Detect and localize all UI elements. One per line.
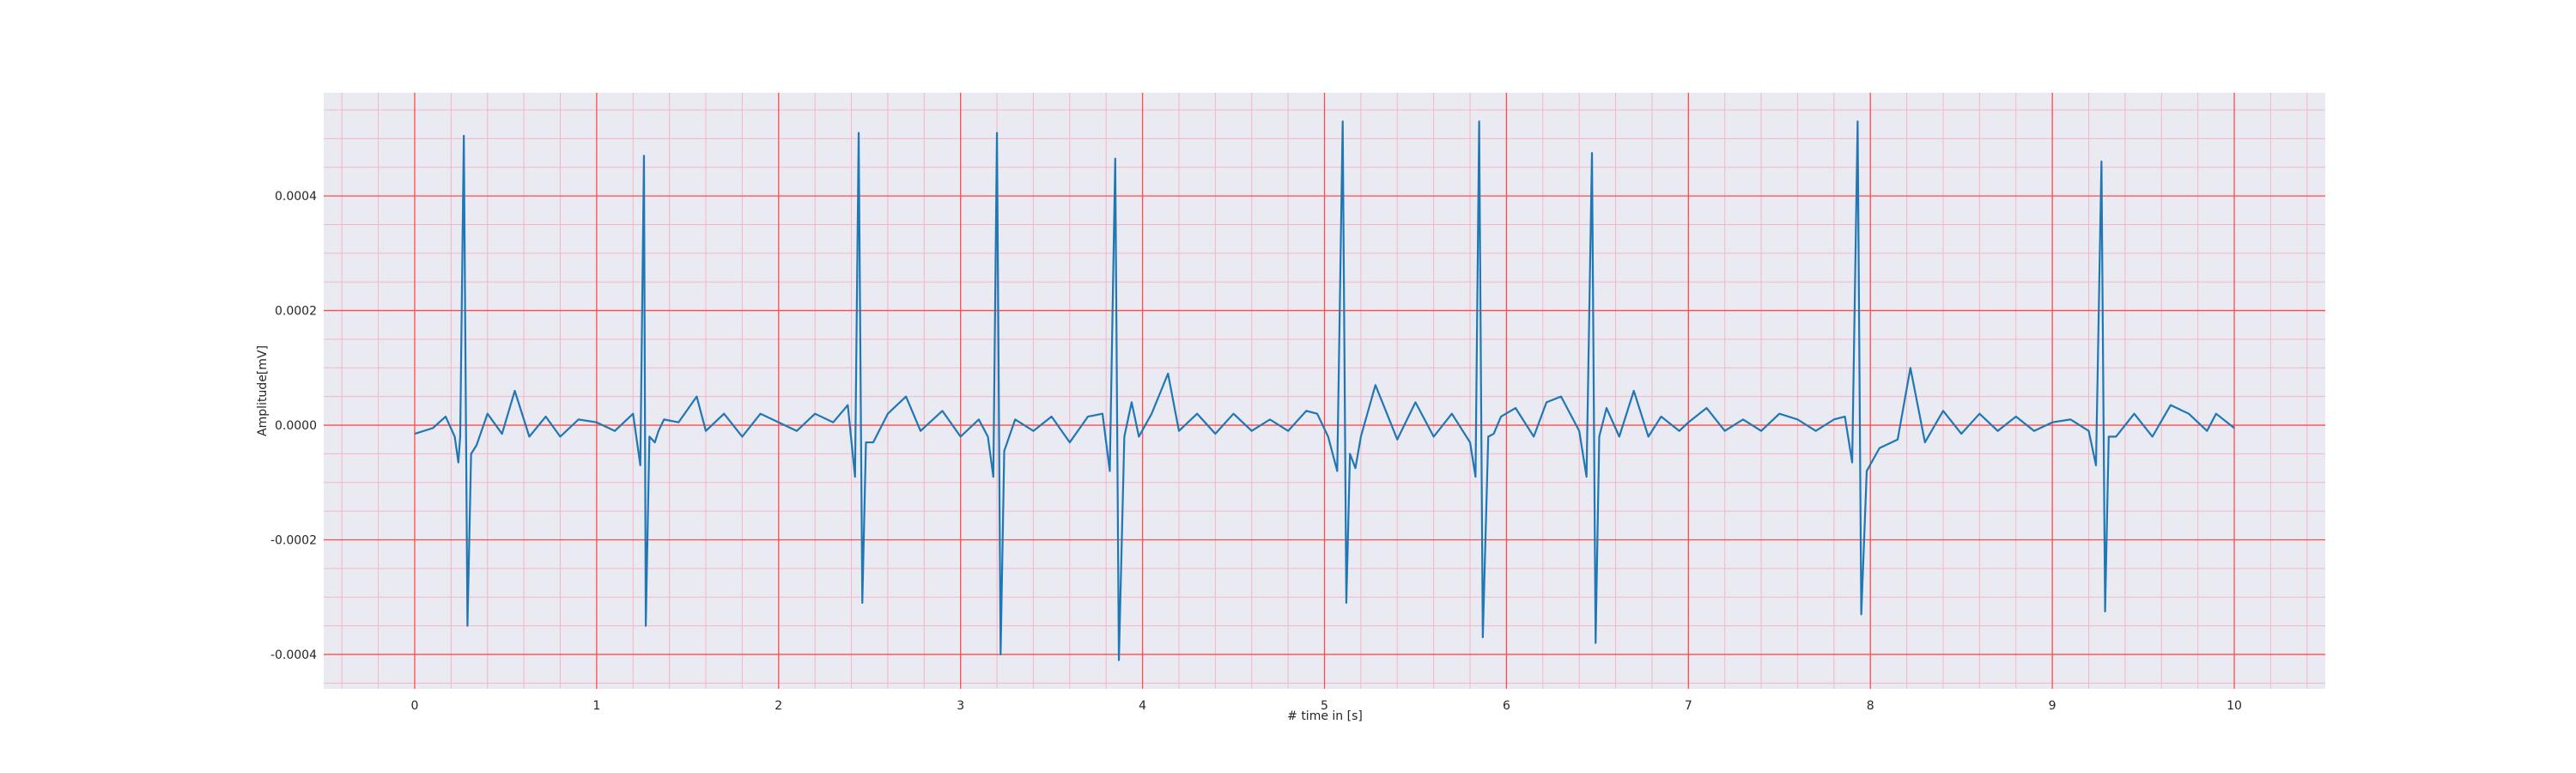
x-tick-label: 7 bbox=[1685, 699, 1692, 713]
x-axis-ticks: 0 1 2 3 4 5 6 7 8 9 10 bbox=[410, 699, 2241, 713]
x-tick-label: 2 bbox=[775, 699, 782, 713]
x-tick-label: 9 bbox=[2049, 699, 2057, 713]
y-tick-label: -0.0002 bbox=[270, 534, 317, 548]
x-axis-label: # time in [s] bbox=[1287, 709, 1363, 723]
series-line bbox=[414, 120, 2235, 661]
y-tick-label: 0.0004 bbox=[275, 190, 317, 204]
y-axis-label: Amplitude[mV] bbox=[256, 345, 270, 436]
y-tick-label: 0.0002 bbox=[275, 305, 317, 319]
y-axis-ticks: -0.0004 -0.0002 0.0000 0.0002 0.0004 bbox=[270, 190, 317, 662]
major-grid bbox=[324, 93, 2325, 689]
x-tick-label: 8 bbox=[1867, 699, 1874, 713]
x-tick-label: 5 bbox=[1321, 699, 1328, 713]
x-tick-label: 4 bbox=[1139, 699, 1146, 713]
y-tick-label: 0.0000 bbox=[275, 419, 317, 433]
x-tick-label: 1 bbox=[592, 699, 600, 713]
x-tick-label: 0 bbox=[410, 699, 418, 713]
x-tick-label: 3 bbox=[957, 699, 964, 713]
x-tick-label: 6 bbox=[1503, 699, 1510, 713]
x-tick-label: 10 bbox=[2227, 699, 2242, 713]
y-tick-label: -0.0004 bbox=[270, 648, 317, 662]
